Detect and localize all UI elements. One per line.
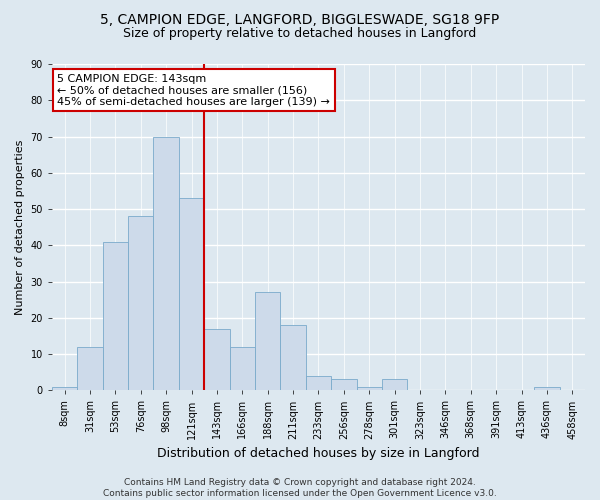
Bar <box>52 386 77 390</box>
Bar <box>179 198 204 390</box>
Bar <box>230 347 255 391</box>
Bar <box>77 347 103 391</box>
Bar <box>128 216 154 390</box>
Bar <box>255 292 280 390</box>
Bar <box>356 386 382 390</box>
Bar <box>103 242 128 390</box>
Bar <box>306 376 331 390</box>
Bar <box>534 386 560 390</box>
Bar <box>382 380 407 390</box>
X-axis label: Distribution of detached houses by size in Langford: Distribution of detached houses by size … <box>157 447 480 460</box>
Y-axis label: Number of detached properties: Number of detached properties <box>15 140 25 315</box>
Text: Contains HM Land Registry data © Crown copyright and database right 2024.
Contai: Contains HM Land Registry data © Crown c… <box>103 478 497 498</box>
Bar <box>280 325 306 390</box>
Bar <box>154 136 179 390</box>
Bar <box>204 328 230 390</box>
Text: 5, CAMPION EDGE, LANGFORD, BIGGLESWADE, SG18 9FP: 5, CAMPION EDGE, LANGFORD, BIGGLESWADE, … <box>100 12 500 26</box>
Text: 5 CAMPION EDGE: 143sqm
← 50% of detached houses are smaller (156)
45% of semi-de: 5 CAMPION EDGE: 143sqm ← 50% of detached… <box>57 74 330 107</box>
Bar <box>331 380 356 390</box>
Text: Size of property relative to detached houses in Langford: Size of property relative to detached ho… <box>124 28 476 40</box>
